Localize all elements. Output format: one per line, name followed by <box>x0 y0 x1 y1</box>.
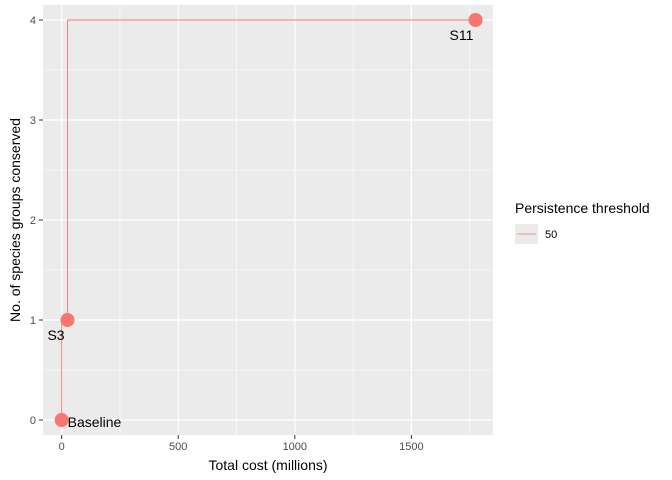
y-axis: 0 1 2 3 4 <box>30 15 43 427</box>
point-label: S11 <box>450 27 474 43</box>
x-tick-label: 1500 <box>399 441 423 453</box>
x-tick-label: 1000 <box>283 441 307 453</box>
grid-major <box>43 5 493 435</box>
points-layer <box>54 13 483 427</box>
legend-title: Persistence threshold <box>515 200 650 216</box>
legend: Persistence threshold 50 <box>515 200 650 244</box>
x-axis: 0 500 1000 1500 <box>59 435 424 453</box>
data-point <box>54 413 69 427</box>
point-label: S3 <box>47 327 64 343</box>
legend-label: 50 <box>545 229 557 241</box>
y-tick-label: 3 <box>30 115 36 127</box>
y-tick-label: 1 <box>30 315 36 327</box>
data-point <box>468 13 483 27</box>
point-labels: Baseline S3 S11 <box>47 27 473 430</box>
y-tick-label: 4 <box>30 15 36 27</box>
y-tick-label: 0 <box>30 415 36 427</box>
x-tick-label: 500 <box>169 441 187 453</box>
data-point <box>60 313 75 327</box>
y-axis-title: No. of species groups conserved <box>7 118 23 322</box>
point-label: Baseline <box>68 414 122 430</box>
y-tick-label: 2 <box>30 215 36 227</box>
x-axis-title: Total cost (millions) <box>208 457 327 473</box>
x-tick-label: 0 <box>59 441 65 453</box>
